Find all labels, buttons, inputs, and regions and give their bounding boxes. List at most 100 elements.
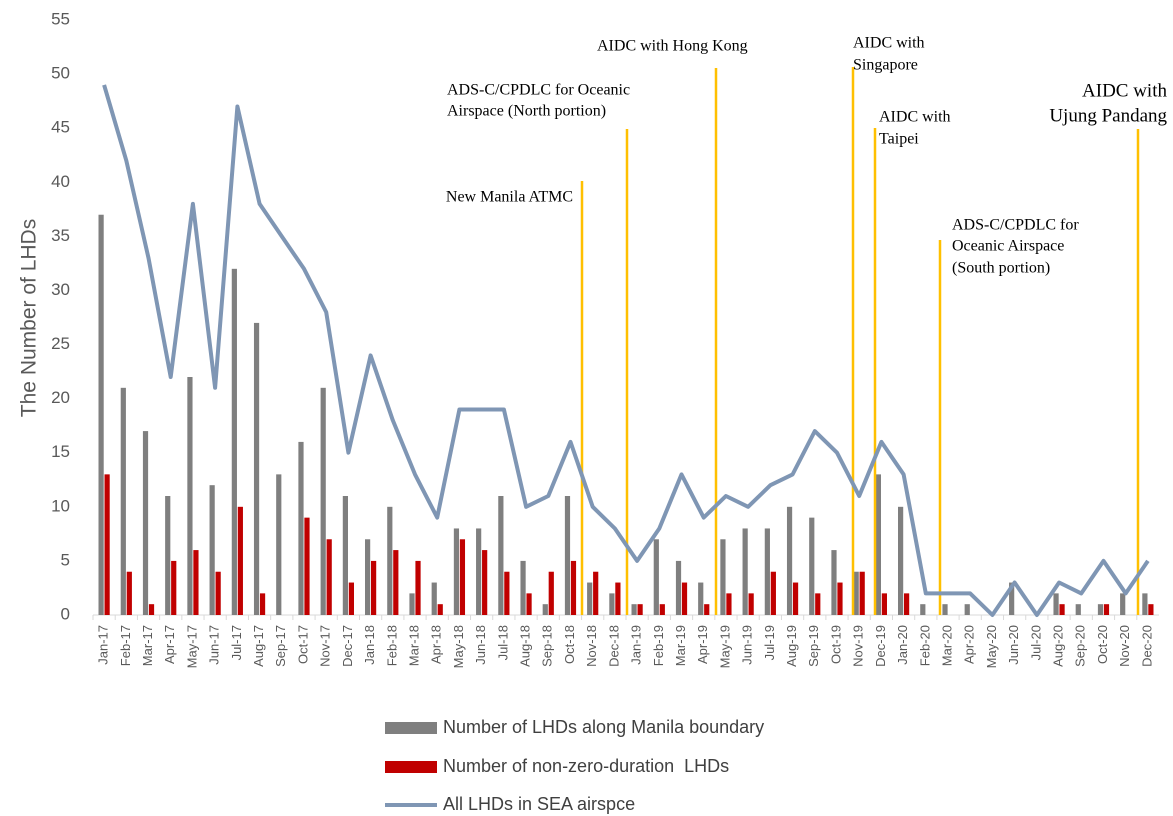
legend-label: Number of non-zero-duration LHDs — [443, 756, 729, 776]
bar — [631, 604, 637, 615]
bar — [215, 571, 221, 615]
annotation-text: New Manila ATMC — [446, 189, 573, 206]
bar — [1059, 604, 1065, 615]
annotation-text: ADS-C/CPDLC for Oceanic — [447, 82, 630, 99]
x-tick-label: Feb-19 — [651, 625, 666, 666]
y-tick-label: 10 — [51, 496, 70, 515]
bar — [1142, 593, 1148, 615]
x-tick-label: Dec-19 — [873, 625, 888, 667]
x-tick-label: May-19 — [717, 625, 732, 668]
bar — [171, 560, 177, 615]
annotation-text: AIDC with — [853, 35, 925, 52]
bar — [1075, 604, 1081, 615]
x-tick-label: Sep-20 — [1073, 625, 1088, 667]
x-tick-label: Apr-19 — [695, 625, 710, 664]
y-tick-label: 35 — [51, 226, 70, 245]
x-tick-label: Feb-20 — [917, 625, 932, 666]
bar — [698, 582, 704, 615]
bar — [126, 571, 132, 615]
bar — [964, 604, 970, 615]
bar — [920, 604, 926, 615]
bar — [476, 528, 482, 615]
y-tick-label: 0 — [61, 604, 70, 623]
bar — [276, 474, 282, 615]
bar — [875, 474, 881, 615]
bar — [437, 604, 443, 615]
bar — [409, 593, 415, 615]
y-tick-label: 5 — [61, 550, 70, 569]
bar — [187, 377, 193, 615]
legend-label: All LHDs in SEA airspce — [443, 794, 635, 814]
legend-swatch — [385, 761, 437, 773]
bar — [142, 431, 149, 615]
bar — [326, 539, 332, 615]
bar — [837, 582, 843, 615]
bar — [742, 528, 748, 615]
x-tick-label: Jun-20 — [1006, 625, 1021, 665]
annotation-text: ADS-C/CPDLC for — [952, 217, 1079, 234]
annotation-text: AIDC with — [879, 109, 951, 126]
bar — [371, 560, 377, 615]
x-tick-label: Mar-17 — [140, 625, 155, 666]
x-tick-label: Jul-18 — [495, 625, 510, 660]
annotation-text: Ujung Pandang — [1049, 105, 1167, 126]
bar — [104, 474, 110, 615]
bar — [1103, 604, 1110, 615]
bar — [809, 517, 815, 615]
x-tick-label: Jan-18 — [362, 625, 377, 665]
bar — [853, 571, 859, 615]
bar — [1097, 604, 1104, 615]
bar — [748, 593, 754, 615]
x-tick-label: Oct-17 — [295, 625, 310, 664]
bar — [120, 387, 126, 615]
x-tick-label: Mar-20 — [939, 625, 954, 666]
bar — [253, 322, 260, 615]
x-tick-label: Jun-18 — [473, 625, 488, 665]
bar — [526, 593, 532, 615]
x-tick-label: Feb-18 — [384, 625, 399, 666]
annotation-text: Airspace (North portion) — [447, 103, 606, 120]
bar — [720, 539, 726, 615]
bar — [498, 496, 504, 615]
bar — [792, 582, 799, 615]
bar — [209, 485, 215, 615]
annotation-text: Singapore — [853, 57, 918, 74]
x-tick-label: Aug-19 — [784, 625, 799, 667]
bar — [637, 604, 643, 615]
bar — [98, 214, 104, 615]
x-tick-label: Mar-18 — [406, 625, 421, 666]
bar — [704, 604, 710, 615]
bar — [520, 560, 526, 615]
bar — [365, 539, 371, 615]
x-tick-label: Dec-17 — [340, 625, 355, 667]
x-tick-label: Jul-19 — [762, 625, 777, 660]
bar — [387, 506, 393, 615]
bar — [298, 441, 304, 615]
bar — [881, 593, 887, 615]
x-tick-label: Feb-17 — [118, 625, 133, 666]
bar — [415, 560, 421, 615]
bar — [304, 517, 310, 615]
annotation-text: Taipei — [879, 131, 919, 148]
bar — [898, 506, 904, 615]
annotation-text: AIDC with — [1082, 80, 1167, 101]
line — [102, 84, 1150, 617]
x-tick-label: Aug-17 — [251, 625, 266, 667]
x-tick-label: Jul-20 — [1028, 625, 1043, 660]
bar — [681, 582, 688, 615]
bar — [764, 528, 770, 615]
bar — [482, 550, 488, 615]
x-tick-label: Jun-17 — [207, 625, 222, 665]
x-tick-label: Jan-17 — [96, 625, 111, 665]
bar — [393, 550, 399, 615]
x-tick-label: Nov-19 — [851, 625, 866, 667]
y-axis-label: The Number of LHDs — [18, 219, 41, 417]
bar — [1009, 582, 1015, 615]
bar — [342, 496, 348, 615]
bar — [659, 604, 665, 615]
y-tick-label: 25 — [51, 334, 70, 353]
bar — [770, 571, 776, 615]
y-tick-label: 55 — [51, 9, 70, 28]
x-tick-label: Mar-19 — [673, 625, 688, 666]
